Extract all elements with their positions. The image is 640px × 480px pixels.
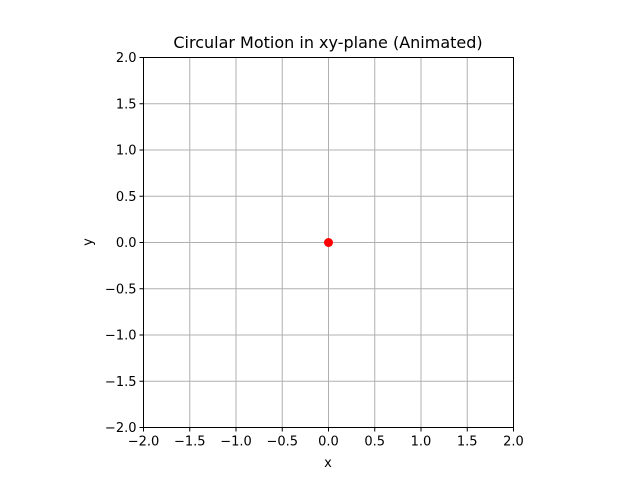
y-tick-label: −2.0: [105, 421, 137, 436]
x-tick-label: 0.5: [364, 435, 385, 450]
chart-title: Circular Motion in xy-plane (Animated): [173, 33, 482, 52]
y-tick-label: 1.5: [116, 97, 137, 112]
x-tick-label: 1.5: [457, 435, 478, 450]
x-axis-label: x: [324, 456, 332, 471]
x-tick-label: 1.0: [411, 435, 432, 450]
axis-ticks: [139, 57, 514, 432]
y-tick-label: −1.0: [105, 329, 137, 344]
y-tick-label: 0.5: [116, 190, 137, 205]
y-tick-label: −0.5: [105, 282, 137, 297]
x-tick-label: −1.0: [220, 435, 252, 450]
y-tick-label: 1.0: [116, 144, 137, 159]
data-points: [324, 238, 333, 247]
y-axis-label: y: [81, 238, 96, 246]
y-tick-labels: −2.0 −1.5 −1.0 −0.5 0.0 0.5 1.0 1.5 2.0: [105, 51, 137, 436]
x-tick-label: −2.0: [128, 435, 160, 450]
x-tick-label: 0.0: [318, 435, 339, 450]
plot-area-frame: [143, 57, 514, 428]
y-tick-label: −1.5: [105, 375, 137, 390]
y-tick-label: 2.0: [116, 51, 137, 66]
x-tick-labels: −2.0 −1.5 −1.0 −0.5 0.0 0.5 1.0 1.5 2.0: [128, 435, 524, 450]
x-tick-label: 2.0: [503, 435, 524, 450]
y-tick-label: 0.0: [116, 236, 137, 251]
data-point: [324, 238, 333, 247]
x-tick-label: −0.5: [266, 435, 298, 450]
x-tick-label: −1.5: [174, 435, 206, 450]
